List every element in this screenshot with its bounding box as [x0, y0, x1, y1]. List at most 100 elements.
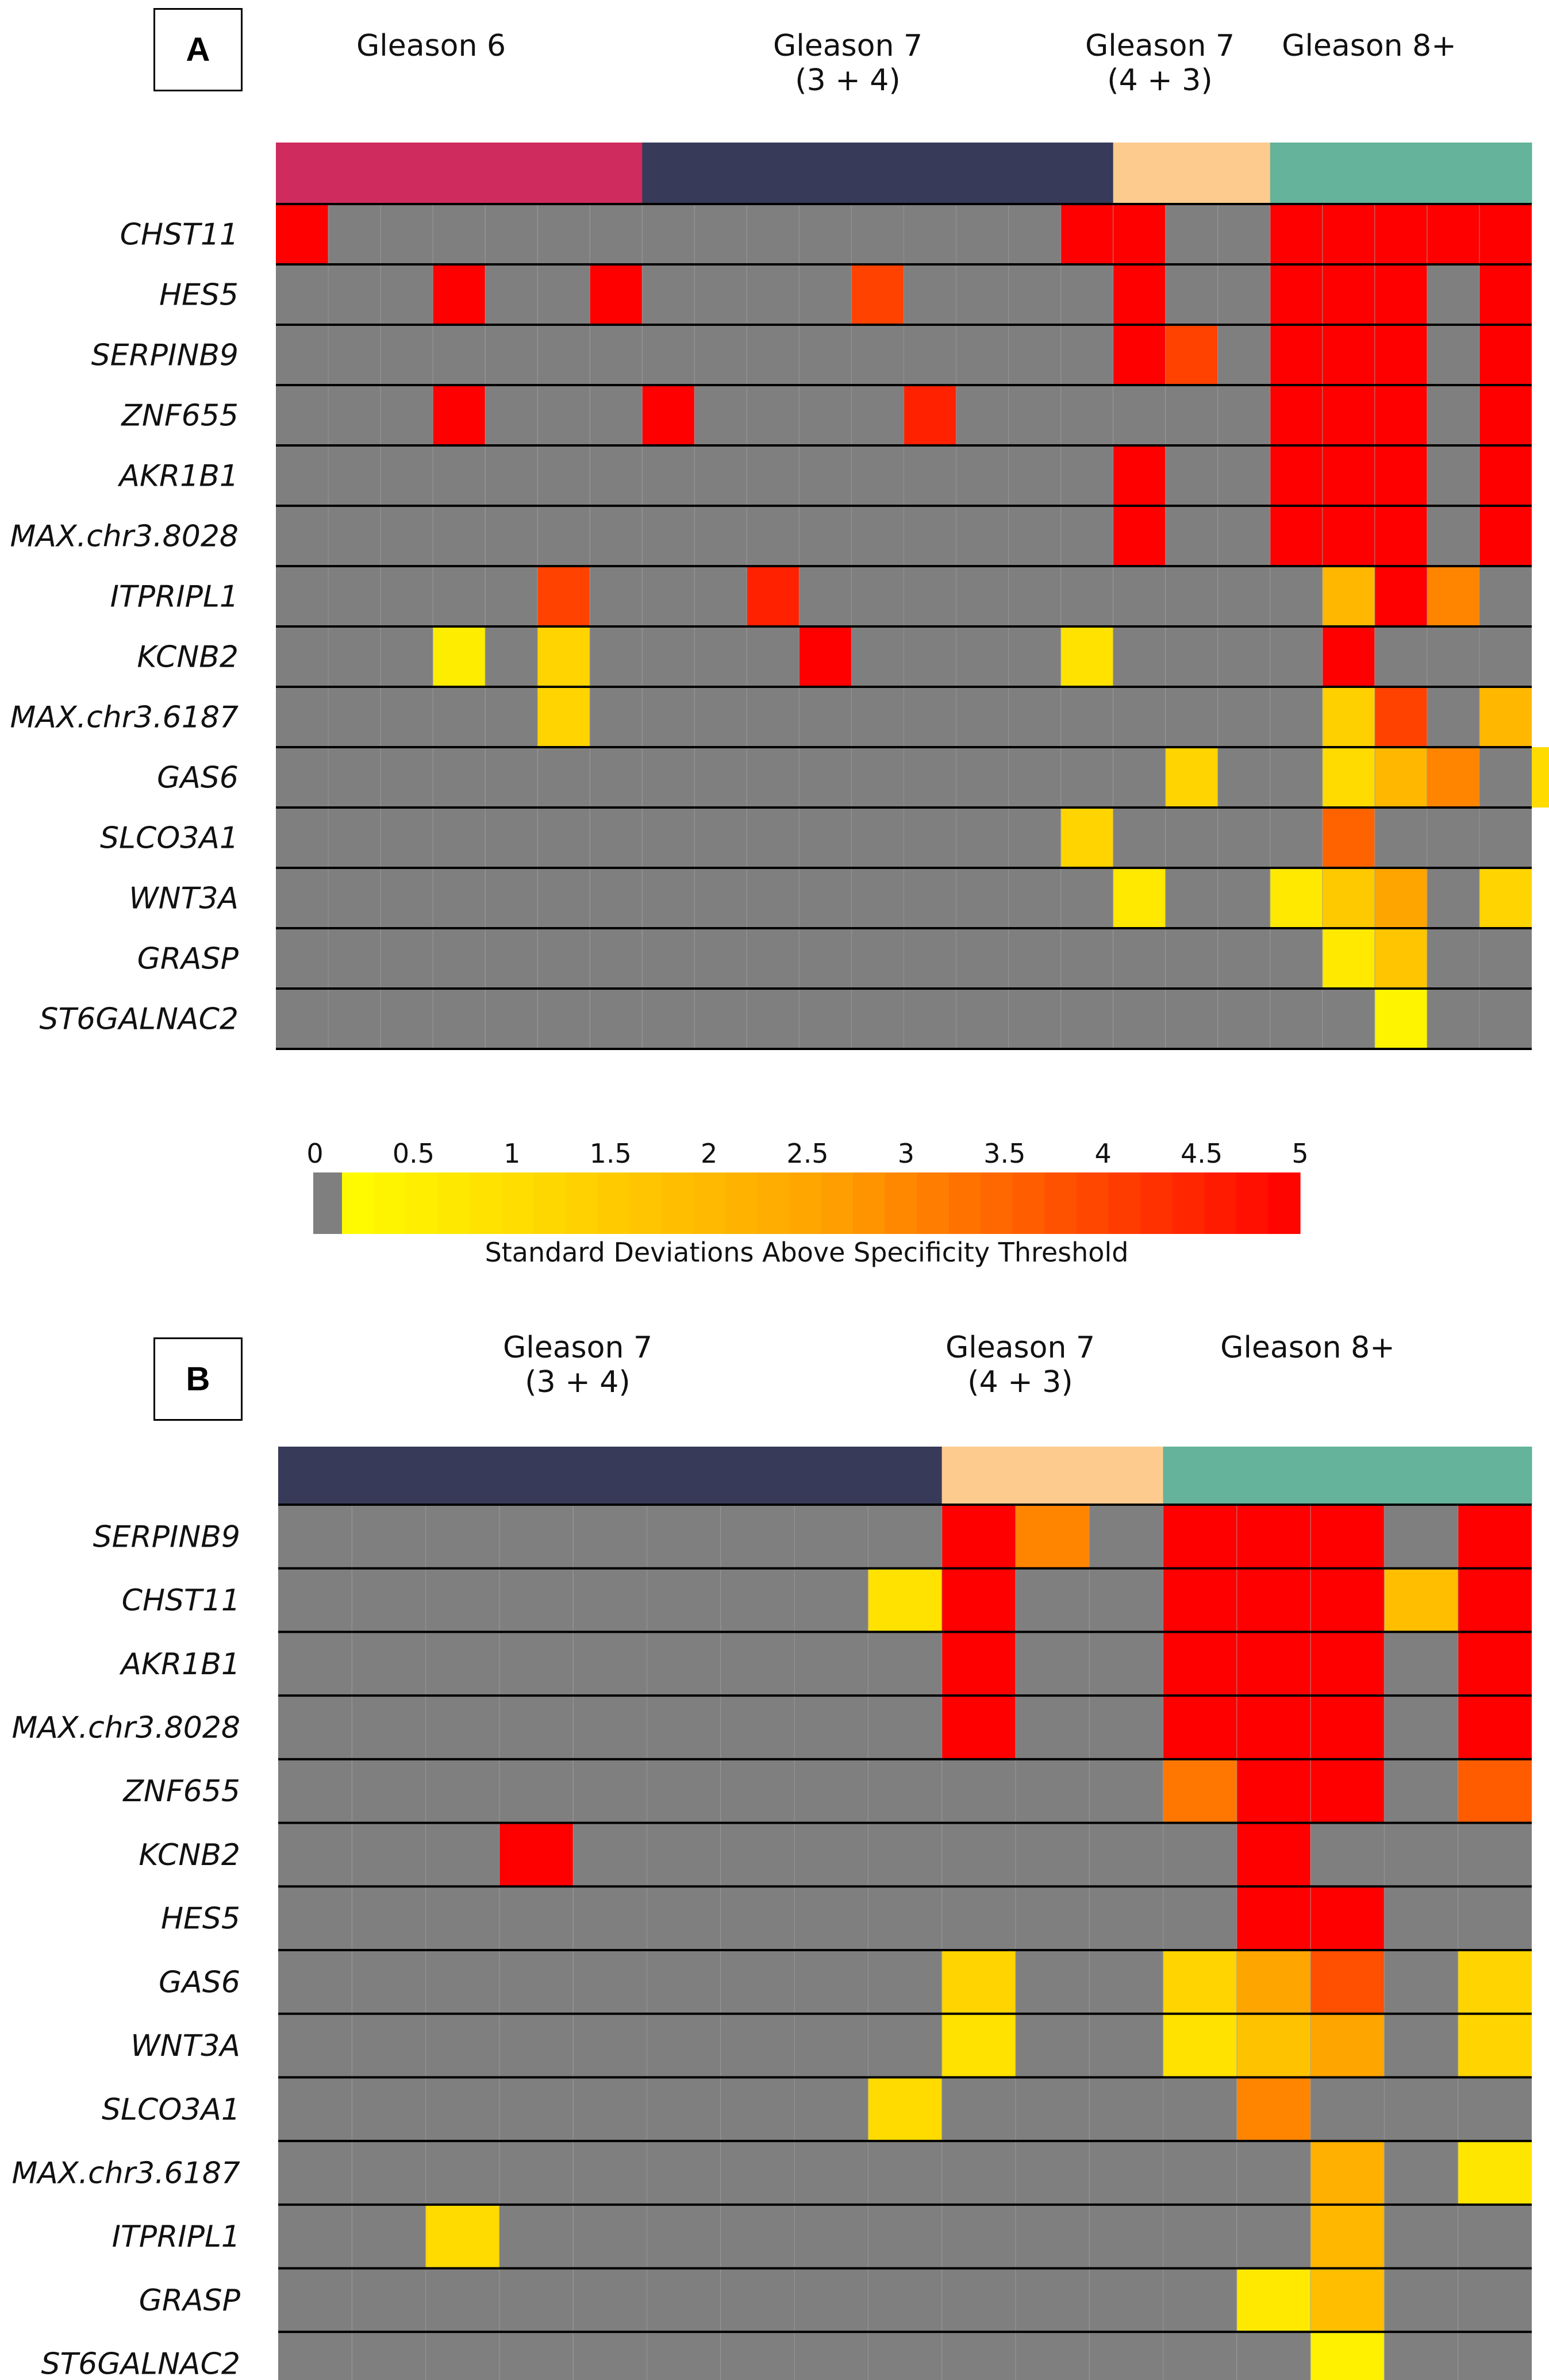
heatmap-cell	[1322, 385, 1375, 445]
heatmap-cell	[1374, 868, 1427, 928]
heatmap-cell	[642, 747, 695, 808]
heatmap-cell	[1374, 445, 1427, 506]
heatmap-cell	[851, 989, 904, 1049]
heatmap-cell	[747, 989, 800, 1049]
heatmap-cell	[747, 808, 800, 868]
heatmap-cell	[590, 566, 643, 626]
heatmap-cell	[1165, 808, 1218, 868]
heatmap-cell	[1236, 2141, 1311, 2205]
heatmap-cell	[1374, 808, 1427, 868]
heatmap-cell	[1458, 1568, 1532, 1632]
heatmap-cell	[425, 2013, 499, 2078]
heatmap-cell	[747, 506, 800, 566]
heatmap-cell	[694, 687, 747, 747]
heatmap-cell	[433, 566, 486, 626]
legend-title: Standard Deviations Above Specificity Th…	[485, 1237, 1129, 1268]
heatmap-cell	[276, 445, 329, 506]
heatmap-cell	[720, 2141, 795, 2205]
heatmap-cell	[799, 928, 852, 989]
heatmap-cell	[904, 506, 956, 566]
heatmap-cell	[1322, 325, 1375, 385]
heatmap-cell	[642, 385, 695, 445]
legend-tick-label: 2.5	[786, 1138, 828, 1169]
heatmap-cell	[1310, 1505, 1385, 1568]
heatmap-cell	[1113, 808, 1166, 868]
heatmap-cell	[590, 204, 643, 264]
heatmap-cell	[747, 747, 800, 808]
heatmap-cell	[1163, 1505, 1237, 1568]
heatmap-cell	[1384, 1823, 1458, 1887]
heatmap-cell	[1217, 747, 1270, 808]
heatmap-cell	[276, 687, 329, 747]
legend-gradient-step	[917, 1172, 950, 1234]
gene-label-grasp: GRASP	[137, 942, 239, 976]
heatmap-cell	[1270, 566, 1323, 626]
heatmap-cell	[799, 445, 852, 506]
heatmap-cell	[868, 2013, 942, 2078]
heatmap-cell	[647, 1823, 721, 1887]
heatmap-cell	[537, 808, 590, 868]
heatmap-cell	[1384, 2141, 1458, 2205]
heatmap-panel-b: SERPINB9 CHST11 AKR1B1 MAX.chr3.8028 ZNF655 K…	[12, 1447, 1532, 2380]
heatmap-cell	[1217, 626, 1270, 687]
group-header-gleason-7-3-4: Gleason 7 (3 + 4)	[503, 1331, 652, 1399]
legend-gradient-step	[948, 1172, 981, 1234]
heatmap-cell	[1270, 264, 1323, 325]
gene-label-grasp: GRASP	[139, 2283, 241, 2318]
heatmap-cell	[1089, 2204, 1163, 2269]
heatmap-cell	[1374, 385, 1427, 445]
heatmap-cell	[485, 506, 538, 566]
legend-gradient-step	[1236, 1172, 1269, 1234]
heatmap-cell	[1427, 385, 1479, 445]
heatmap-cell	[1015, 1759, 1090, 1823]
heatmap-cell	[799, 989, 852, 1049]
heatmap-cell	[1008, 626, 1061, 687]
heatmap-cell	[851, 385, 904, 445]
heatmap-cell	[794, 1823, 868, 1887]
heatmap-cell	[956, 445, 1009, 506]
heatmap-cell	[573, 1695, 647, 1759]
heatmap-cell	[794, 1695, 868, 1759]
heatmap-cell	[433, 385, 486, 445]
heatmap-cell	[485, 325, 538, 385]
heatmap-cell	[868, 1632, 942, 1696]
heatmap-cell	[1163, 1568, 1237, 1632]
heatmap-cell	[1089, 1950, 1163, 2014]
heatmap-cell	[278, 2013, 352, 2078]
heatmap-cell	[1458, 1950, 1532, 2014]
heatmap-cell	[425, 1632, 499, 1696]
heatmap-cell	[1384, 2013, 1458, 2078]
heatmap-cell	[1322, 687, 1375, 747]
legend-tick-label: 0.5	[393, 1138, 435, 1169]
heatmap-cell	[1015, 2204, 1090, 2269]
heatmap-cell	[904, 264, 956, 325]
heatmap-cell	[720, 1632, 795, 1696]
heatmap-cell	[1479, 566, 1532, 626]
gene-label-gas6: GAS6	[157, 761, 239, 795]
heatmap-cell	[1427, 204, 1479, 264]
heatmap-cell	[485, 264, 538, 325]
heatmap-cell	[352, 2332, 426, 2380]
heatmap-cell	[904, 445, 956, 506]
legend-gradient-step	[629, 1172, 662, 1234]
gene-label-znf655: ZNF655	[120, 399, 239, 433]
heatmap-cell	[1310, 1886, 1385, 1950]
heatmap-cell	[380, 747, 433, 808]
heatmap-cell	[1089, 1759, 1163, 1823]
heatmap-cell	[1089, 2077, 1163, 2141]
heatmap-cell	[1015, 1950, 1090, 2014]
heatmap-cell	[590, 747, 643, 808]
heatmap-cell	[1015, 2332, 1090, 2380]
heatmap-cell	[851, 626, 904, 687]
heatmap-cell	[1165, 566, 1218, 626]
heatmap-cell	[904, 204, 956, 264]
heatmap-cell	[1008, 868, 1061, 928]
heatmap-cell	[590, 868, 643, 928]
heatmap-cell	[1008, 385, 1061, 445]
heatmap-cell	[1479, 928, 1532, 989]
heatmap-cell	[747, 204, 800, 264]
heatmap-cell	[1217, 566, 1270, 626]
heatmap-cell	[1384, 1759, 1458, 1823]
heatmap-cell	[1374, 747, 1427, 808]
